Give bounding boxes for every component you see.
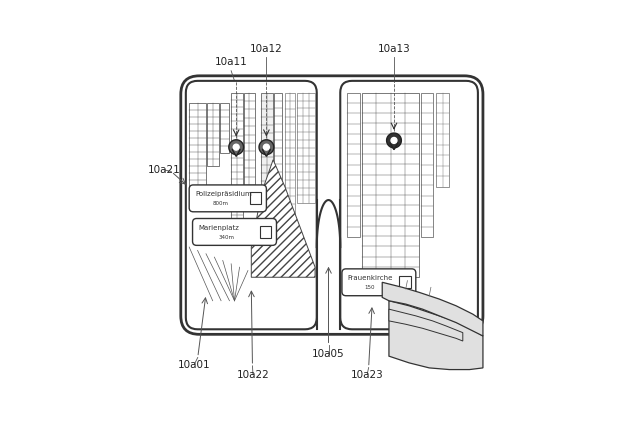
Polygon shape bbox=[262, 150, 271, 157]
FancyBboxPatch shape bbox=[189, 185, 267, 212]
Text: Marienplatz: Marienplatz bbox=[198, 225, 239, 231]
Polygon shape bbox=[390, 143, 398, 150]
Bar bbox=[297, 92, 315, 203]
Bar bbox=[189, 102, 206, 187]
FancyBboxPatch shape bbox=[186, 81, 317, 329]
Bar bbox=[274, 92, 281, 203]
Polygon shape bbox=[259, 140, 274, 154]
Circle shape bbox=[233, 144, 239, 150]
Polygon shape bbox=[382, 282, 483, 336]
Polygon shape bbox=[229, 140, 244, 154]
Text: 10a11: 10a11 bbox=[215, 58, 247, 68]
Text: 10a21: 10a21 bbox=[147, 165, 180, 175]
Bar bbox=[362, 92, 419, 277]
Bar bbox=[399, 276, 411, 288]
FancyBboxPatch shape bbox=[342, 269, 416, 296]
Bar bbox=[262, 92, 273, 237]
Bar bbox=[260, 226, 271, 238]
Bar bbox=[347, 92, 360, 237]
Bar bbox=[285, 92, 295, 220]
Text: 10a13: 10a13 bbox=[378, 44, 410, 54]
Text: Polizeipräsidium: Polizeipräsidium bbox=[195, 191, 252, 197]
Text: 800m: 800m bbox=[213, 201, 229, 206]
Bar bbox=[436, 92, 449, 187]
Text: 10a22: 10a22 bbox=[237, 370, 269, 380]
Text: 340m: 340m bbox=[219, 235, 235, 240]
Bar bbox=[207, 103, 219, 167]
Text: 10a23: 10a23 bbox=[351, 370, 383, 380]
Circle shape bbox=[263, 144, 269, 150]
Bar bbox=[249, 192, 262, 204]
Bar bbox=[244, 92, 254, 193]
Bar bbox=[221, 102, 229, 153]
FancyBboxPatch shape bbox=[192, 218, 276, 245]
Bar bbox=[421, 92, 433, 237]
FancyBboxPatch shape bbox=[340, 81, 478, 329]
Text: 10a05: 10a05 bbox=[312, 350, 345, 359]
FancyBboxPatch shape bbox=[181, 76, 483, 334]
Text: 10a12: 10a12 bbox=[250, 44, 283, 54]
Polygon shape bbox=[389, 309, 463, 341]
Text: 150: 150 bbox=[365, 285, 375, 290]
Polygon shape bbox=[251, 160, 315, 277]
Polygon shape bbox=[232, 150, 240, 157]
Bar bbox=[231, 92, 243, 237]
Polygon shape bbox=[387, 133, 401, 148]
Polygon shape bbox=[389, 301, 483, 370]
Text: Frauenkirche: Frauenkirche bbox=[347, 275, 393, 281]
Text: 10a01: 10a01 bbox=[178, 360, 210, 370]
Circle shape bbox=[391, 137, 397, 143]
